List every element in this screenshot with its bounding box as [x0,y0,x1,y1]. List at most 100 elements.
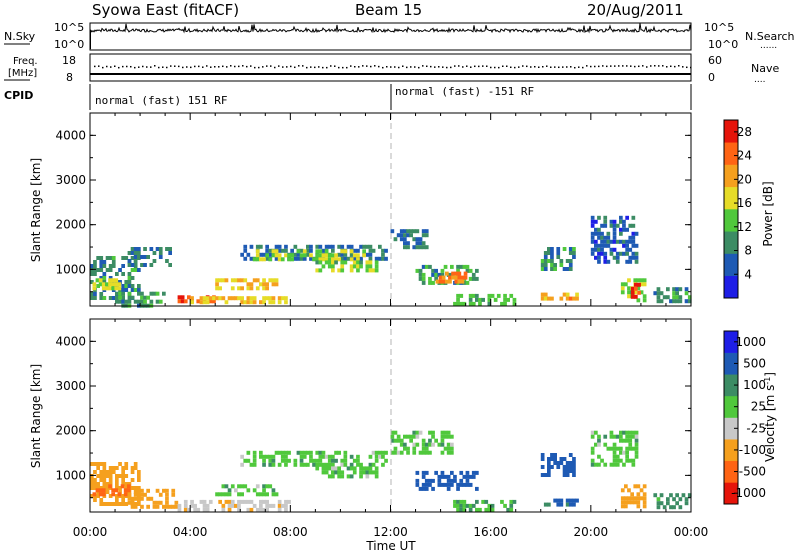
scatter-cell [196,507,201,512]
scatter-cell [390,438,395,443]
scatter-cell [415,268,420,273]
scatter-cell [111,466,116,470]
velocity-colorbar-tick-label: -500 [739,465,766,479]
scatter-cell [324,470,329,475]
scatter-cell [406,229,410,234]
scatter-cell [130,276,135,280]
nave-point [530,66,532,68]
scatter-cell [684,501,689,506]
scatter-cell [93,470,97,474]
scatter-cell [114,488,119,493]
nave-point [230,65,232,67]
scatter-cell [603,223,608,228]
scatter-cell [227,296,232,301]
nave-point [102,66,104,69]
scatter-cell [431,478,435,483]
scatter-cell [312,458,316,463]
scatter-cell [445,279,449,284]
scatter-cell [327,454,332,459]
nave-point [642,65,644,67]
scatter-cell [187,507,191,512]
scatter-cell [215,278,219,283]
scatter-cell [399,229,404,234]
scatter-cell [628,430,633,435]
scatter-cell [249,300,254,305]
scatter-cell [98,492,103,497]
scatter-cell [268,252,273,257]
scatter-cell [620,290,625,295]
scatter-cell [284,253,288,258]
scatter-cell [443,434,448,439]
nave-point [514,66,516,69]
scatter-cell [115,502,119,506]
scatter-cell [624,282,628,287]
scatter-cell [612,446,617,451]
scatter-cell [127,263,132,267]
scatter-cell [93,260,97,264]
scatter-cell [271,282,276,287]
nave-point [278,65,280,67]
scatter-cell [624,496,628,501]
scatter-cell [343,450,348,455]
scatter-cell [666,287,670,292]
scatter-cell [321,470,326,475]
power-colorbar-band [724,142,738,165]
scatter-cell [309,458,313,463]
scatter-cell [662,295,667,300]
scatter-cell [108,278,112,283]
scatter-cell [321,248,326,253]
velocity-colorbar-tick-label: 100 [743,378,766,392]
scatter-cell [672,287,676,292]
scatter-cell [143,299,147,304]
scatter-cell [627,496,631,501]
scatter-cell [384,458,388,463]
scatter-cell [299,450,304,455]
scatter-cell [562,247,567,251]
scatter-cell [612,442,617,447]
scatter-cell [180,299,185,304]
scatter-cell [102,470,107,474]
scatter-cell [237,507,241,512]
scatter-cell [126,488,131,493]
scatter-cell [255,484,260,489]
scatter-cell [133,490,138,494]
scatter-cell [565,473,570,477]
scatter-cell [459,264,464,269]
scatter-cell [568,465,573,469]
scatter-cell [118,490,122,494]
scatter-cell [365,260,370,265]
scatter-cell [628,255,633,260]
beam-title: Beam 15 [355,1,422,19]
scatter-cell [331,268,335,273]
scatter-cell [572,296,576,301]
scatter-cell [190,296,194,301]
scatter-cell [440,470,445,475]
nave-point [478,65,480,68]
velocity-colorbar-band [724,439,738,462]
scatter-cell [543,296,548,301]
scatter-cell [177,295,182,300]
scatter-cell [92,282,97,287]
scatter-cell [421,470,426,475]
scatter-cell [600,223,604,228]
scatter-cell [572,502,576,507]
scatter-cell [600,251,604,256]
nave-point [402,65,404,67]
scatter-cell [340,249,345,254]
scatter-cell [568,461,573,465]
scatter-cell [359,470,363,475]
nave-point [598,65,600,68]
scatter-cell [540,292,545,297]
scatter-cell [547,465,551,469]
scatter-cell [446,430,451,435]
scatter-cell [603,255,608,260]
scatter-cell [268,503,273,508]
scatter-cell [309,253,313,258]
scatter-cell [556,247,561,251]
scatter-cell [293,458,298,463]
scatter-cell [111,264,116,268]
scatter-cell [590,239,595,244]
scatter-cell [318,257,323,262]
scatter-cell [625,247,629,252]
scatter-cell [121,299,125,304]
